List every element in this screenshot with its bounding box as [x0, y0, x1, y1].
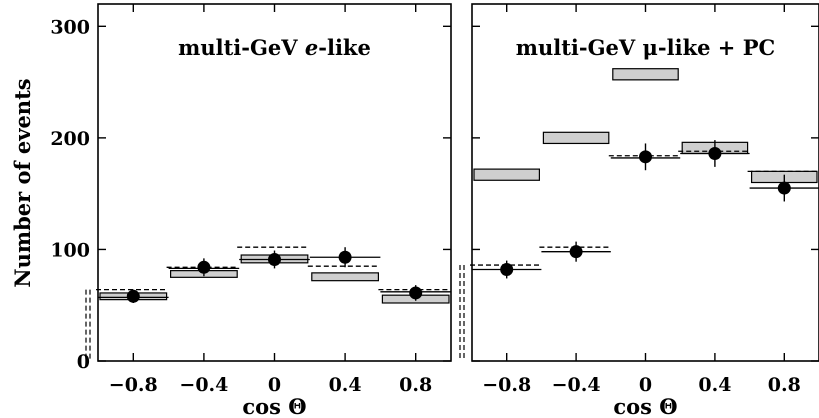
data-point — [569, 245, 583, 259]
data-points — [126, 140, 791, 303]
panel-title: multi-GeV μ-like + PC — [516, 35, 775, 60]
panel-title-part: μ — [643, 35, 658, 60]
data-point — [268, 252, 281, 266]
prediction-band-bar — [473, 168, 541, 181]
y-tick-label: 300 — [50, 16, 90, 38]
chart-text: −0.8 −0.4 0 0.4 0.8 0 100 200 300 cos Θ multi-GeV … — [10, 16, 801, 418]
y-tick-label: 100 — [50, 239, 90, 261]
y-tick-label: 200 — [50, 128, 90, 150]
x-tick-label: 0.8 — [768, 374, 801, 396]
panel-frames — [97, 3, 819, 362]
x-tick-label: 0 — [639, 374, 652, 396]
x-axis-label: cos Θ — [613, 394, 677, 418]
x-tick-label: 0 — [268, 374, 281, 396]
panel-title-part: e — [305, 35, 318, 60]
data-point — [500, 263, 514, 277]
dashed-edge-drop — [459, 265, 465, 361]
panel-title-part: multi-GeV — [178, 35, 305, 60]
data-point — [338, 250, 352, 264]
x-tick-label: 0.4 — [329, 374, 362, 396]
y-tick-label: 0 — [77, 351, 90, 373]
x-tick-label: −0.4 — [179, 374, 228, 396]
data-point — [777, 181, 791, 195]
prediction-band-bar — [542, 131, 610, 145]
x-tick-label: −0.8 — [109, 374, 158, 396]
y-axis-label: Number of events — [10, 78, 35, 287]
x-tick-label: 0.8 — [399, 374, 432, 396]
prediction-band-bar — [612, 68, 679, 81]
prediction-band-bar — [311, 272, 379, 282]
x-tick-label: 0.4 — [698, 374, 731, 396]
histogram-lines — [85, 150, 819, 361]
panel-title: multi-GeV e-like — [178, 35, 371, 60]
data-point — [708, 146, 722, 160]
x-tick-label: −0.4 — [552, 374, 601, 396]
data-point — [409, 286, 423, 300]
x-tick-label: −0.8 — [482, 374, 531, 396]
dashed-edge-drop — [85, 289, 91, 361]
dashed-histogram — [470, 150, 817, 266]
panel-title-part: -like — [318, 35, 371, 60]
data-point — [126, 289, 140, 303]
panel-title-part: multi-GeV — [516, 35, 643, 60]
x-axis-label: cos Θ — [242, 394, 306, 418]
data-point — [197, 260, 211, 274]
panel-title-part: -like + PC — [658, 35, 775, 60]
data-point — [639, 150, 652, 164]
